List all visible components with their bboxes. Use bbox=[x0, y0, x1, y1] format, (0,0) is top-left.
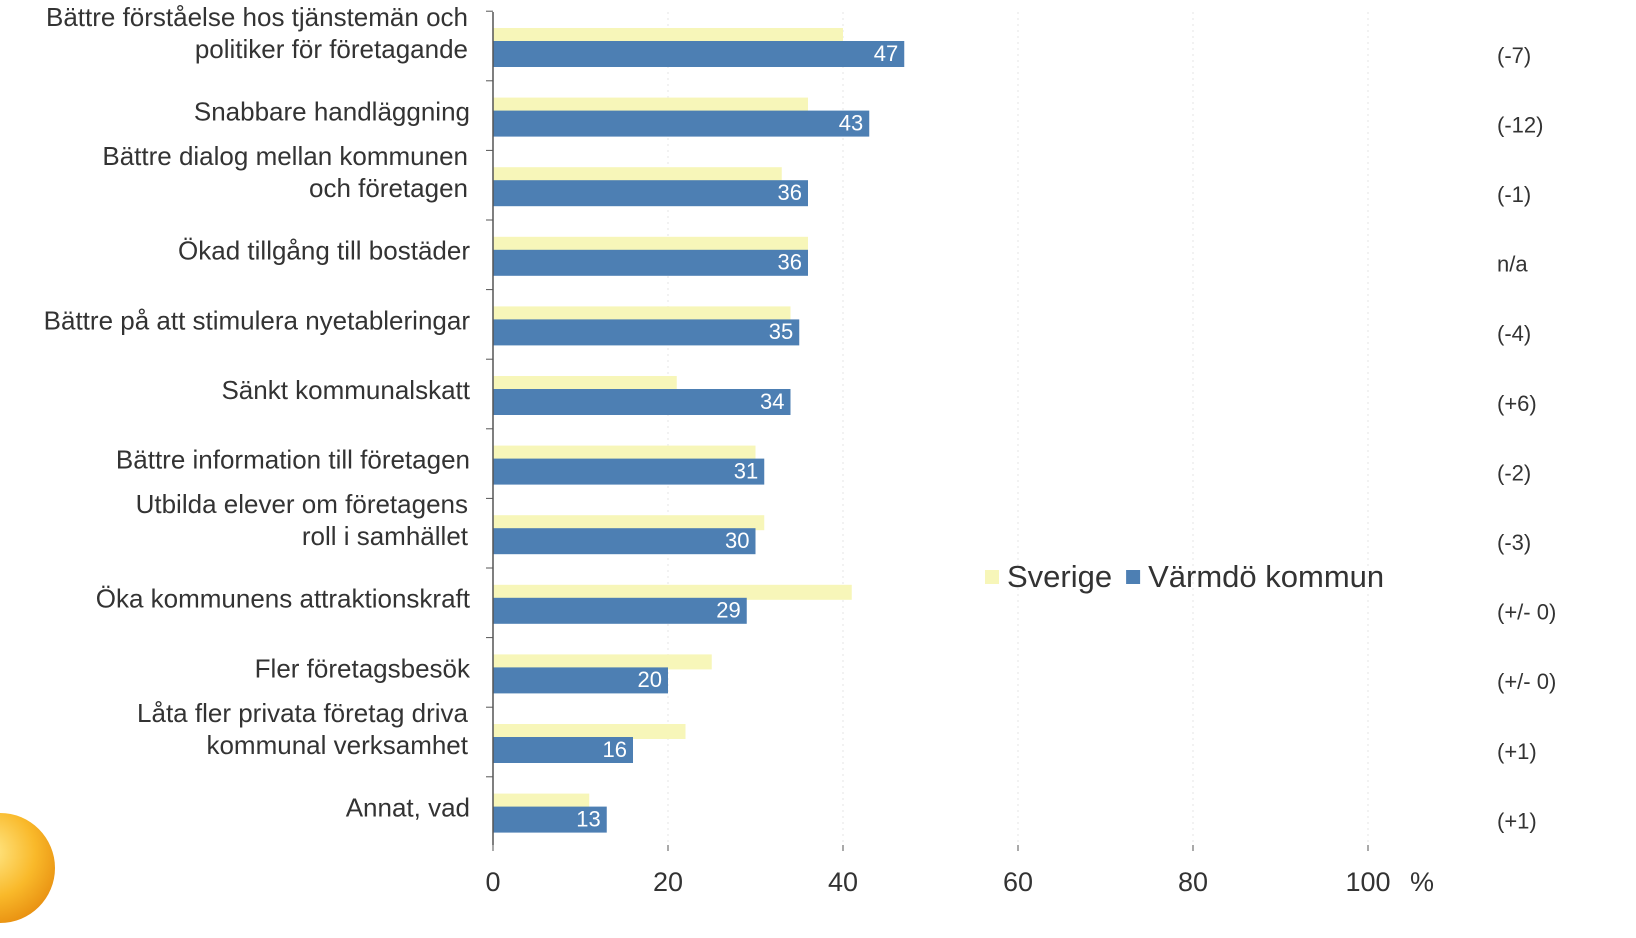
bar bbox=[493, 458, 765, 485]
y-tick-label: Ökad tillgång till bostäder bbox=[178, 236, 470, 266]
bar bbox=[493, 180, 808, 207]
x-tick-label: 60 bbox=[1003, 867, 1033, 897]
value-label: 16 bbox=[603, 737, 627, 762]
bar bbox=[493, 515, 765, 531]
value-label: 43 bbox=[839, 110, 863, 135]
legend-swatch bbox=[1126, 570, 1141, 584]
y-tick-label: Öka kommunens attraktionskraft bbox=[96, 584, 471, 614]
bar bbox=[493, 319, 800, 346]
decoration bbox=[0, 813, 55, 923]
bar bbox=[493, 724, 686, 739]
y-tick-label: Låta fler privata företag driva kommunal … bbox=[137, 698, 469, 760]
y-tick-label: Bättre förståelse hos tjänstemän och poli… bbox=[46, 2, 468, 64]
y-tick-label: Snabbare handläggning bbox=[194, 96, 470, 126]
annotation: (-12) bbox=[1497, 112, 1543, 137]
x-tick-label: 100 bbox=[1345, 867, 1390, 897]
y-tick-label: Annat, vad bbox=[346, 792, 470, 822]
annotation: (-7) bbox=[1497, 43, 1531, 68]
bar bbox=[493, 528, 756, 555]
y-tick-label: Utbilda elever om företagens roll i samhä… bbox=[136, 489, 469, 551]
value-label: 31 bbox=[734, 458, 758, 483]
bar bbox=[493, 445, 756, 461]
value-label: 29 bbox=[716, 598, 740, 623]
bar bbox=[493, 110, 870, 137]
y-tick-label: Bättre på att stimulera nyetableringar bbox=[44, 305, 471, 335]
bar bbox=[493, 667, 668, 694]
value-label: 35 bbox=[769, 319, 793, 344]
bar bbox=[493, 28, 843, 43]
annotation: (-3) bbox=[1497, 530, 1531, 555]
bar bbox=[493, 41, 905, 67]
legend-swatch bbox=[985, 570, 999, 584]
y-tick-label: Sänkt kommunalskatt bbox=[221, 375, 470, 405]
annotation: (+/- 0) bbox=[1497, 669, 1556, 694]
annotation: (-4) bbox=[1497, 321, 1531, 346]
y-tick-label: Bättre information till företagen bbox=[116, 444, 470, 474]
bar bbox=[493, 376, 677, 391]
value-label: 30 bbox=[725, 528, 749, 553]
annotation: (+/- 0) bbox=[1497, 600, 1556, 625]
bar bbox=[493, 249, 808, 276]
x-tick-label: 40 bbox=[828, 867, 858, 897]
annotation: (+6) bbox=[1497, 391, 1537, 416]
bar bbox=[493, 654, 712, 670]
x-unit: % bbox=[1410, 867, 1434, 897]
bar bbox=[493, 806, 607, 833]
x-tick-label: 0 bbox=[485, 867, 500, 897]
bar bbox=[493, 584, 852, 600]
bar bbox=[493, 306, 791, 322]
legend-label: Värmdö kommun bbox=[1148, 559, 1384, 594]
annotation: (+1) bbox=[1497, 808, 1537, 833]
bar bbox=[493, 97, 808, 113]
annotation: n/a bbox=[1497, 252, 1528, 277]
value-label: 36 bbox=[778, 180, 802, 205]
x-tick-label: 80 bbox=[1178, 867, 1208, 897]
bar bbox=[493, 793, 590, 809]
x-tick-label: 20 bbox=[653, 867, 683, 897]
value-label: 34 bbox=[760, 389, 784, 414]
annotation: (-2) bbox=[1497, 460, 1531, 485]
bar bbox=[493, 597, 747, 624]
y-tick-label: Fler företagsbesök bbox=[255, 653, 471, 683]
bar bbox=[493, 236, 808, 252]
value-label: 20 bbox=[638, 667, 662, 692]
value-label: 13 bbox=[576, 806, 600, 831]
value-label: 36 bbox=[778, 250, 802, 275]
annotation: (-1) bbox=[1497, 182, 1531, 207]
annotation: (+1) bbox=[1497, 739, 1537, 764]
value-label: 47 bbox=[874, 41, 898, 66]
bar bbox=[493, 389, 791, 415]
legend-label: Sverige bbox=[1007, 559, 1112, 594]
bar bbox=[493, 167, 782, 183]
bar bbox=[493, 737, 633, 763]
y-tick-label: Bättre dialog mellan kommunen och företag… bbox=[102, 141, 468, 203]
